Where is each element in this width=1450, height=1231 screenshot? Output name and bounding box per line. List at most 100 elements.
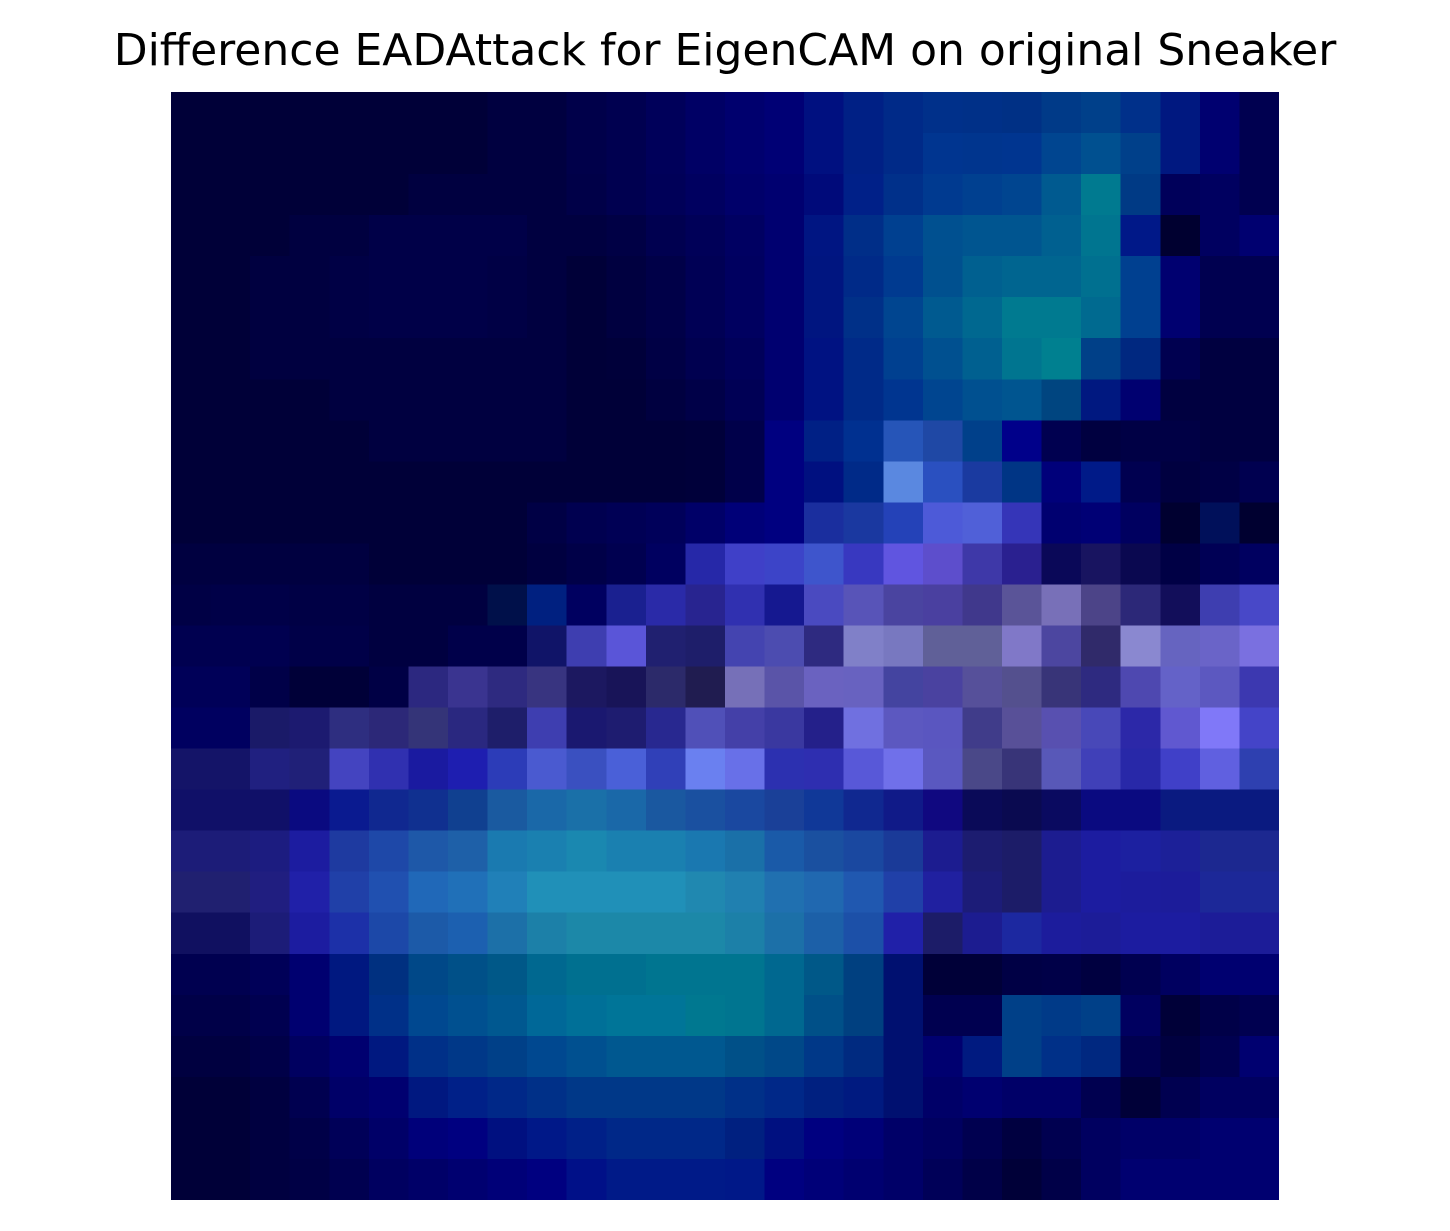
heatmap-cell bbox=[566, 789, 608, 832]
heatmap-cell bbox=[527, 789, 568, 832]
heatmap-cell bbox=[645, 174, 687, 216]
heatmap-cell bbox=[645, 830, 687, 873]
heatmap-cell bbox=[448, 338, 489, 381]
heatmap-cell bbox=[487, 543, 528, 586]
heatmap-cell bbox=[1002, 871, 1043, 914]
heatmap-cell bbox=[1239, 543, 1279, 586]
heatmap-cell bbox=[962, 420, 1003, 463]
heatmap-cell bbox=[329, 174, 370, 216]
heatmap-cell bbox=[566, 379, 608, 422]
heatmap-cell bbox=[962, 379, 1003, 422]
heatmap-cell bbox=[566, 912, 608, 955]
heatmap-cell bbox=[368, 584, 410, 627]
heatmap-cell bbox=[1081, 133, 1122, 175]
heatmap-cell bbox=[408, 461, 449, 504]
heatmap-cell bbox=[368, 748, 410, 791]
heatmap-cell bbox=[645, 666, 687, 709]
heatmap-cell bbox=[606, 379, 647, 422]
heatmap-cell bbox=[329, 789, 370, 832]
heatmap-cell bbox=[408, 92, 449, 134]
heatmap-cell bbox=[606, 1035, 647, 1078]
heatmap-cell bbox=[843, 256, 885, 299]
heatmap-cell bbox=[843, 994, 885, 1037]
heatmap-cell bbox=[210, 871, 251, 914]
heatmap-cell bbox=[1041, 92, 1082, 134]
heatmap-cell bbox=[329, 625, 370, 668]
heatmap-cell bbox=[329, 1158, 370, 1200]
heatmap-cell bbox=[487, 912, 528, 955]
heatmap-cell bbox=[1041, 215, 1082, 257]
heatmap-cell bbox=[962, 502, 1003, 545]
heatmap-cell bbox=[922, 297, 964, 340]
heatmap-cell bbox=[1081, 584, 1122, 627]
heatmap-cell bbox=[1120, 1117, 1162, 1160]
heatmap-cell bbox=[883, 1158, 924, 1200]
heatmap-cell bbox=[527, 502, 568, 545]
heatmap-cell bbox=[329, 461, 370, 504]
heatmap-cell bbox=[527, 1076, 568, 1119]
heatmap-cell bbox=[250, 748, 291, 791]
heatmap-cell bbox=[289, 461, 331, 504]
heatmap-cell bbox=[606, 953, 647, 996]
heatmap-cell bbox=[725, 748, 766, 791]
heatmap-cell bbox=[527, 953, 568, 996]
heatmap-cell bbox=[250, 1158, 291, 1200]
heatmap-cell bbox=[566, 625, 608, 668]
heatmap-cell bbox=[1081, 1158, 1122, 1200]
heatmap-cell bbox=[725, 1158, 766, 1200]
heatmap-cell bbox=[645, 133, 687, 175]
heatmap-cell bbox=[606, 1076, 647, 1119]
heatmap-cell bbox=[1160, 338, 1201, 381]
heatmap-cell bbox=[1160, 1158, 1201, 1200]
heatmap-cell bbox=[210, 912, 251, 955]
heatmap-cell bbox=[1239, 994, 1279, 1037]
heatmap-cell bbox=[922, 584, 964, 627]
heatmap-cell bbox=[1239, 1035, 1279, 1078]
heatmap-cell bbox=[685, 1035, 726, 1078]
heatmap-cell bbox=[171, 1158, 212, 1200]
heatmap-cell bbox=[725, 789, 766, 832]
heatmap-cell bbox=[368, 420, 410, 463]
heatmap-cell bbox=[922, 174, 964, 216]
heatmap-cell bbox=[1041, 666, 1082, 709]
heatmap-cell bbox=[250, 461, 291, 504]
heatmap-cell bbox=[764, 379, 805, 422]
heatmap-cell bbox=[1120, 420, 1162, 463]
heatmap-cell bbox=[883, 256, 924, 299]
heatmap-cell bbox=[843, 666, 885, 709]
heatmap-cell bbox=[1120, 174, 1162, 216]
heatmap-cell bbox=[250, 912, 291, 955]
heatmap-cell bbox=[250, 584, 291, 627]
heatmap-cell bbox=[1002, 584, 1043, 627]
heatmap-cell bbox=[210, 256, 251, 299]
heatmap-cell bbox=[725, 461, 766, 504]
heatmap-cell bbox=[725, 379, 766, 422]
heatmap-cell bbox=[408, 1158, 449, 1200]
heatmap-cell bbox=[1199, 543, 1241, 586]
heatmap-cell bbox=[171, 1076, 212, 1119]
heatmap-cell bbox=[804, 789, 845, 832]
heatmap-cell bbox=[171, 994, 212, 1037]
heatmap-cell bbox=[1199, 707, 1241, 750]
heatmap-cell bbox=[329, 707, 370, 750]
heatmap-cell bbox=[1120, 625, 1162, 668]
heatmap-cell bbox=[487, 502, 528, 545]
heatmap-cell bbox=[487, 584, 528, 627]
heatmap-cell bbox=[725, 215, 766, 257]
heatmap-cell bbox=[289, 912, 331, 955]
heatmap-cell bbox=[329, 953, 370, 996]
heatmap-cell bbox=[645, 789, 687, 832]
heatmap-cell bbox=[922, 830, 964, 873]
heatmap-cell bbox=[487, 215, 528, 257]
heatmap-cell bbox=[487, 666, 528, 709]
heatmap-cell bbox=[1081, 994, 1122, 1037]
heatmap-cell bbox=[1160, 297, 1201, 340]
heatmap-cell bbox=[1120, 789, 1162, 832]
heatmap-cell bbox=[922, 338, 964, 381]
heatmap-cell bbox=[527, 379, 568, 422]
heatmap-cell bbox=[725, 297, 766, 340]
heatmap-cell bbox=[1120, 830, 1162, 873]
heatmap-cell bbox=[1160, 420, 1201, 463]
heatmap-cell bbox=[250, 133, 291, 175]
heatmap-cell bbox=[843, 502, 885, 545]
